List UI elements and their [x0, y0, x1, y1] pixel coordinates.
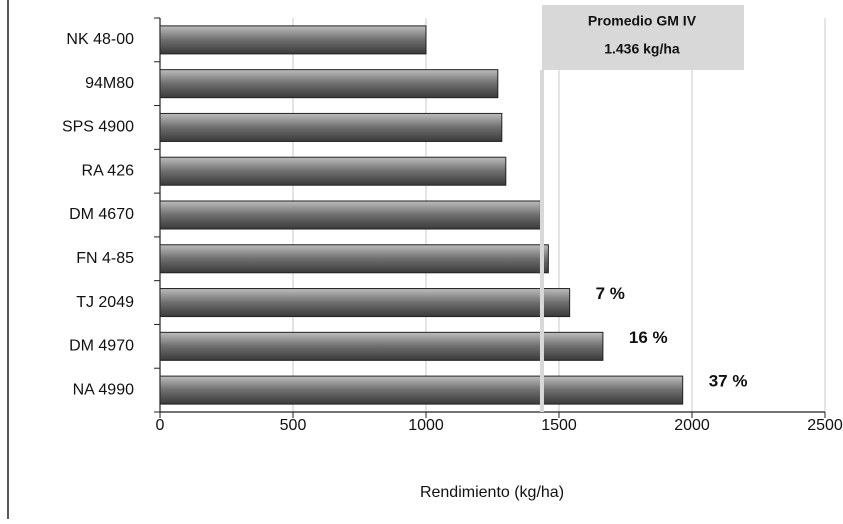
bar-note: 37 %	[709, 372, 748, 391]
y-tick-label: 94M80	[85, 75, 134, 92]
bar	[159, 331, 604, 361]
x-tick-label: 2000	[674, 417, 710, 434]
x-axis-title: Rendimiento (kg/ha)	[420, 484, 564, 501]
bar	[159, 375, 684, 405]
x-tick-label: 500	[280, 417, 307, 434]
bar-note: 7 %	[596, 284, 625, 303]
bar-note: 16 %	[629, 328, 668, 347]
reference-box	[541, 5, 744, 70]
y-tick-label: DM 4970	[69, 338, 134, 355]
x-tick-label: 0	[156, 417, 165, 434]
bar	[159, 112, 503, 142]
bar	[159, 200, 541, 230]
reference-label: 1.436 kg/ha	[604, 41, 680, 57]
reference-title: Promedio GM IV	[588, 13, 697, 29]
bar	[159, 288, 571, 318]
x-tick-label: 1500	[541, 417, 577, 434]
y-tick-label: NA 4990	[73, 381, 134, 398]
x-tick-label: 2500	[807, 417, 843, 434]
y-tick-label: FN 4-85	[76, 250, 134, 267]
bar	[159, 25, 427, 55]
bar	[159, 244, 549, 274]
bar	[159, 156, 507, 186]
bar	[159, 69, 499, 99]
y-tick-label: TJ 2049	[76, 294, 134, 311]
y-tick-label: NK 48-00	[66, 31, 134, 48]
y-tick-label: DM 4670	[69, 206, 134, 223]
y-tick-label: RA 426	[82, 162, 135, 179]
y-tick-label: SPS 4900	[62, 119, 134, 136]
x-tick-label: 1000	[408, 417, 444, 434]
